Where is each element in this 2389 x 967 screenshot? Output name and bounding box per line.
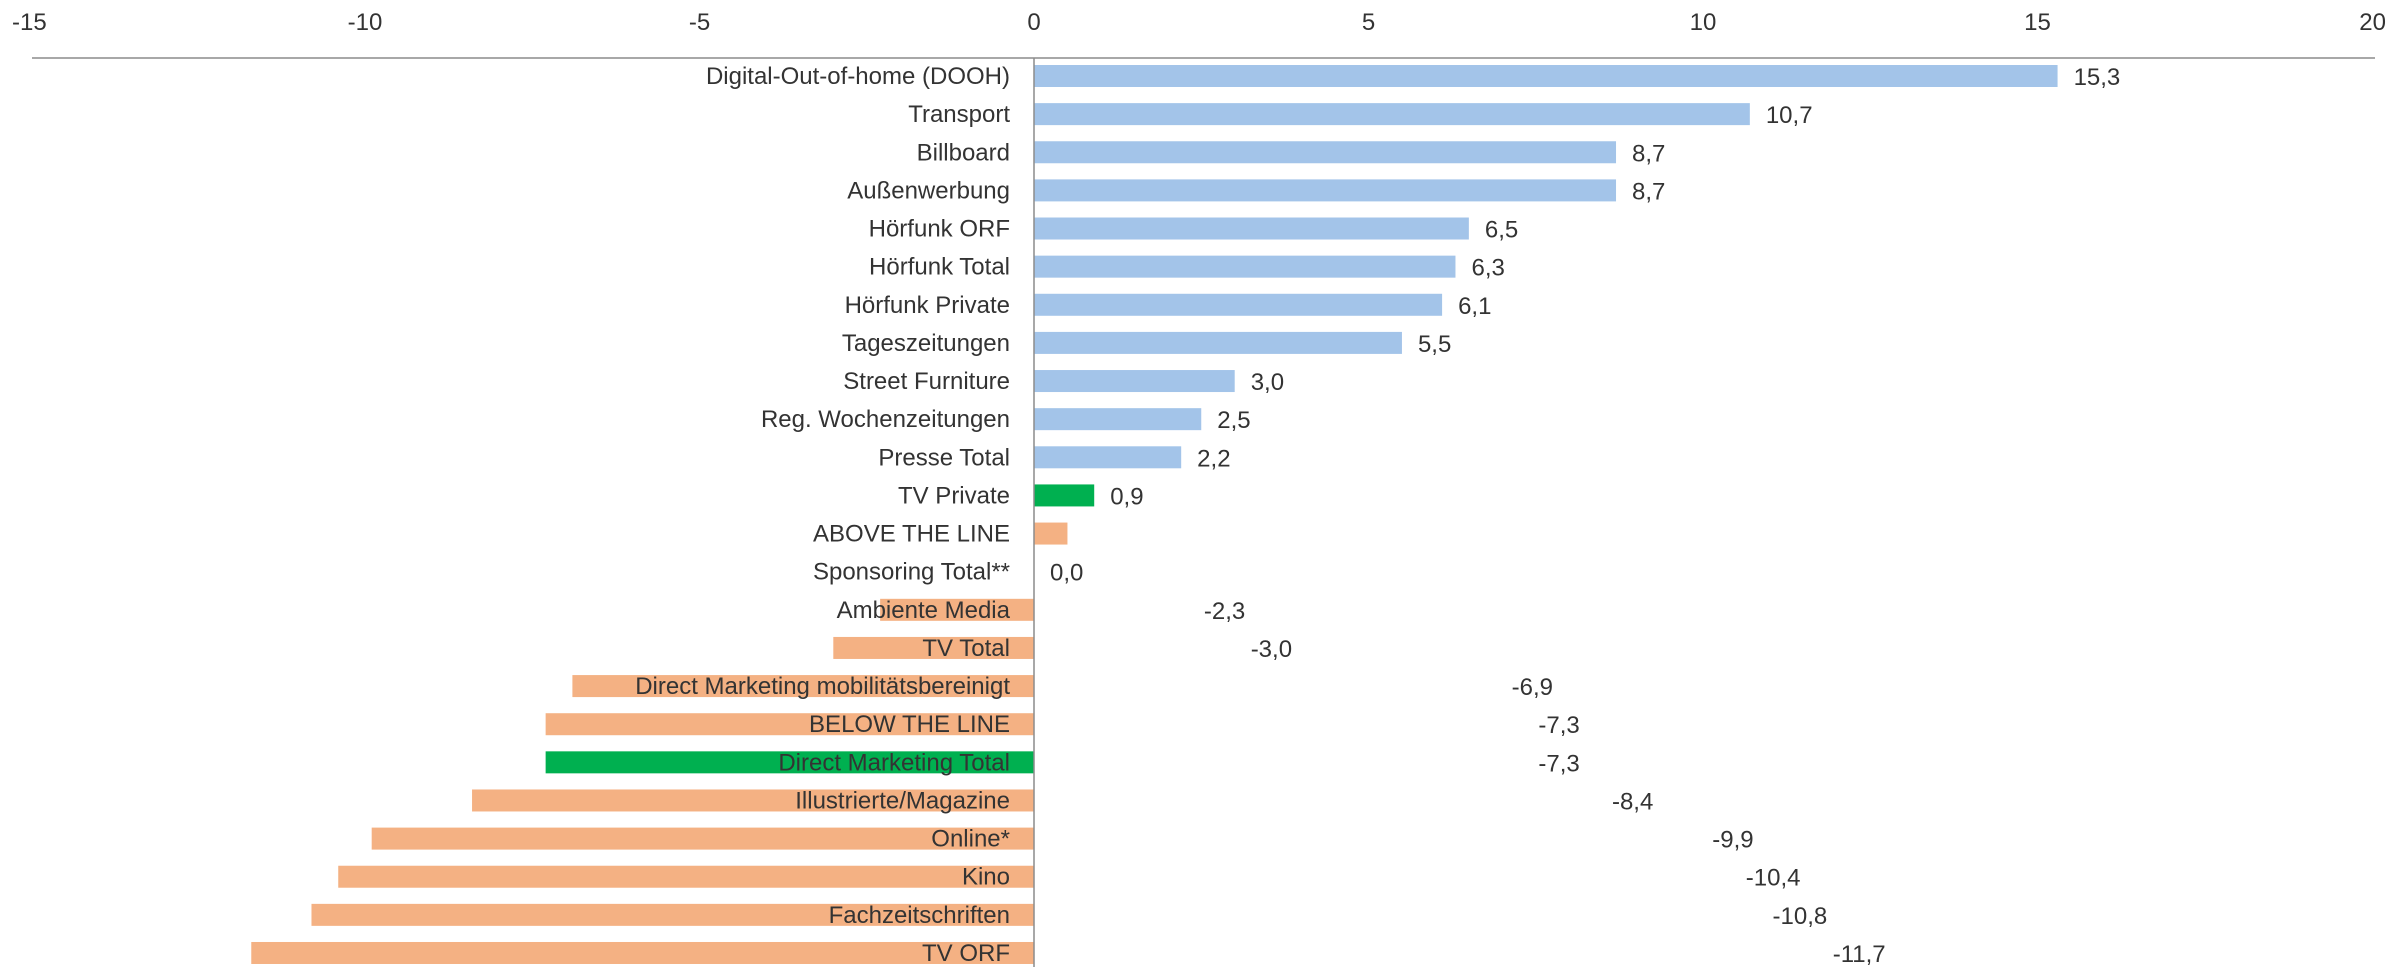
data-label: 0,9: [1110, 483, 1143, 510]
data-label: 6,3: [1471, 255, 1504, 282]
category-label: Street Furniture: [843, 368, 1010, 395]
category-label: TV Total: [922, 635, 1010, 662]
category-label: TV Private: [898, 482, 1010, 509]
bar: [545, 713, 1034, 736]
x-tick-label: 15: [2024, 9, 2051, 36]
bar: [1034, 141, 1617, 164]
x-tick-label: 0: [1027, 9, 1040, 36]
category-label: Hörfunk Total: [869, 254, 1010, 281]
data-labels: 15,3 10,7 8,7 8,7 6,5 6,3 6,1 5,5 3,02,5 2,2 0,9 0,…: [1050, 64, 2120, 967]
data-label: -10,4: [1746, 865, 1801, 892]
category-labels: Digital-Out-of-home (DOOH) Transport Billb…: [635, 63, 1010, 967]
data-label: 8,7: [1632, 140, 1665, 167]
data-label: -2,3: [1204, 598, 1245, 625]
data-label: 2,2: [1197, 445, 1230, 472]
bars-group: [251, 65, 2058, 964]
bar: [1034, 370, 1235, 393]
bar: [1034, 522, 1068, 545]
category-label: Billboard: [917, 139, 1010, 166]
category-label: Reg. Wochenzeitungen: [761, 406, 1010, 433]
category-label: Sponsoring Total**: [813, 559, 1010, 586]
bar: [1034, 217, 1469, 240]
category-label: Direct Marketing Total: [778, 749, 1010, 776]
bar: [311, 903, 1035, 926]
category-label: Transport: [908, 101, 1010, 128]
category-label: Ambiente Media: [837, 597, 1011, 624]
data-label: -11,7: [1833, 941, 1886, 967]
bar: [1034, 331, 1402, 354]
category-label: ABOVE THE LINE: [813, 521, 1010, 548]
category-label: Hörfunk ORF: [869, 216, 1010, 243]
category-label: Hörfunk Private: [845, 292, 1010, 319]
bar: [1034, 484, 1095, 507]
data-label: -6,9: [1512, 674, 1553, 701]
category-label: Illustrierte/Magazine: [795, 787, 1010, 814]
bar: [1034, 65, 2058, 87]
bar: [1034, 103, 1750, 126]
data-label: 6,1: [1458, 293, 1491, 320]
bar: [880, 598, 1034, 621]
data-label: -10,8: [1773, 903, 1828, 930]
bar: [1034, 179, 1617, 202]
bar: [1034, 408, 1202, 431]
data-label: -7,3: [1538, 712, 1579, 739]
bar: [1034, 255, 1456, 278]
category-label: TV ORF: [922, 940, 1010, 967]
category-label: Kino: [962, 864, 1010, 891]
x-tick-label: -15: [12, 9, 47, 36]
category-label: Direct Marketing mobilitätsbereinigt: [635, 673, 1010, 700]
category-label: Digital-Out-of-home (DOOH): [706, 63, 1010, 90]
data-label: -9,9: [1712, 827, 1753, 854]
data-label: 8,7: [1632, 178, 1665, 205]
data-label: 5,5: [1418, 331, 1451, 358]
x-tick-label: 10: [1690, 9, 1717, 36]
category-label: Fachzeitschriften: [829, 902, 1010, 929]
data-label: -7,3: [1538, 750, 1579, 777]
x-tick-label: -5: [689, 9, 710, 36]
bar: [545, 751, 1034, 774]
category-label: Außenwerbung: [847, 177, 1010, 204]
data-label: 0,0: [1050, 560, 1083, 587]
bar: [251, 941, 1034, 964]
bar: [1034, 446, 1182, 469]
bar: [371, 827, 1034, 850]
data-label: 6,5: [1485, 217, 1518, 244]
bar: [472, 789, 1034, 812]
bar: [338, 865, 1034, 888]
x-axis: -15 -10 -5 0 5 10 15 20: [12, 9, 2386, 967]
data-label: -8,4: [1612, 788, 1653, 815]
category-label: Tageszeitungen: [842, 330, 1010, 357]
x-tick-label: 5: [1362, 9, 1375, 36]
data-label: 15,3: [2074, 64, 2121, 91]
bar: [833, 636, 1034, 659]
x-tick-label: 20: [2359, 9, 2386, 36]
category-label: Online*: [931, 826, 1010, 853]
data-label: 3,0: [1251, 369, 1284, 396]
category-label: Presse Total: [878, 444, 1010, 471]
bar: [1034, 293, 1443, 316]
data-label: 10,7: [1766, 102, 1813, 129]
x-tick-label: -10: [348, 9, 383, 36]
data-label: 2,5: [1217, 407, 1250, 434]
bar: [572, 675, 1034, 698]
data-label: -3,0: [1251, 636, 1292, 663]
category-label: BELOW THE LINE: [809, 711, 1010, 738]
